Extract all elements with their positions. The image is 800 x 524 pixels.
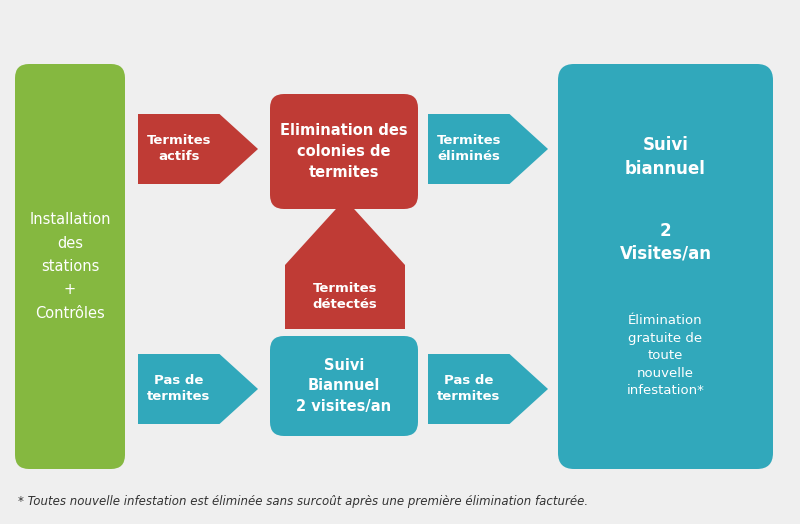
FancyBboxPatch shape: [270, 94, 418, 209]
Text: Pas de
termites: Pas de termites: [437, 375, 501, 403]
Text: 2
Visites/an: 2 Visites/an: [619, 222, 711, 263]
Text: Termites
éliminés: Termites éliminés: [437, 135, 501, 163]
FancyBboxPatch shape: [558, 64, 773, 469]
Text: Installation
des
stations
+
Contrôles: Installation des stations + Contrôles: [30, 212, 110, 321]
Text: Suivi
biannuel: Suivi biannuel: [625, 136, 706, 178]
Text: Termites
actifs: Termites actifs: [146, 135, 211, 163]
FancyBboxPatch shape: [15, 64, 125, 469]
Polygon shape: [138, 354, 258, 424]
Text: Suivi
Biannuel
2 visites/an: Suivi Biannuel 2 visites/an: [297, 358, 391, 414]
Polygon shape: [428, 114, 548, 184]
Text: Élimination
gratuite de
toute
nouvelle
infestation*: Élimination gratuite de toute nouvelle i…: [626, 314, 705, 397]
Text: Elimination des
colonies de
termites: Elimination des colonies de termites: [280, 123, 408, 180]
Text: Pas de
termites: Pas de termites: [147, 375, 210, 403]
Text: Termites
détectés: Termites détectés: [313, 282, 378, 311]
Polygon shape: [285, 199, 405, 329]
Polygon shape: [428, 354, 548, 424]
FancyBboxPatch shape: [270, 336, 418, 436]
Polygon shape: [138, 114, 258, 184]
Text: * Toutes nouvelle infestation est éliminée sans surcoût après une première élimi: * Toutes nouvelle infestation est élimin…: [18, 496, 588, 508]
